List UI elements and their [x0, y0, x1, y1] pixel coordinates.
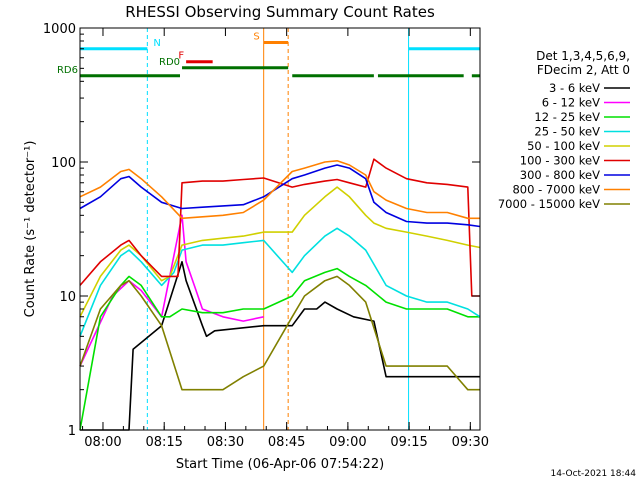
y-tick-label-2: 100 [51, 156, 76, 171]
legend-label-2: 12 - 25 keV [534, 110, 600, 124]
legend-label-7: 800 - 7000 keV [512, 183, 600, 197]
x-axis-label: Start Time (06-Apr-06 07:54:22) [176, 457, 384, 472]
y-axis-ticks: 1 10 100 1000 [43, 22, 480, 439]
x-tick-label-3: 08:45 [268, 435, 305, 450]
series-line-5 [79, 158, 480, 297]
flag-label-3: S [253, 31, 259, 42]
y-tick-label-1: 10 [59, 290, 76, 305]
legend-label-1: 6 - 12 keV [542, 96, 600, 110]
x-tick-label-5: 09:15 [390, 435, 427, 450]
legend-label-5: 100 - 300 keV [520, 154, 600, 168]
x-tick-label-0: 08:00 [84, 435, 121, 450]
y-tick-label-3: 1000 [43, 22, 76, 37]
date-stamp: 14-Oct-2021 18:44 [551, 469, 637, 479]
legend-header-1: FDecim 2, Att 0 [537, 63, 630, 77]
x-tick-label-2: 08:30 [207, 435, 244, 450]
series-line-6 [79, 164, 481, 228]
series-line-1 [79, 214, 264, 367]
legend-label-8: 7000 - 15000 keV [498, 197, 600, 211]
series-line-0 [80, 260, 480, 431]
series-line-2 [79, 267, 480, 431]
legend-label-3: 25 - 50 keV [534, 125, 600, 139]
flag-label-1: F [178, 51, 184, 62]
flag-label-0: N [153, 38, 160, 49]
plot-frame [79, 27, 481, 431]
y-axis-label: Count Rate (s⁻¹ detector⁻¹) [23, 141, 38, 318]
series-line-8 [79, 275, 480, 391]
chart-title: RHESSI Observing Summary Count Rates [125, 3, 435, 21]
legend: Det 1,3,4,5,6,9,FDecim 2, Att 0 3 - 6 keV… [498, 49, 630, 211]
series-layer [79, 158, 481, 431]
legend-header-0: Det 1,3,4,5,6,9, [536, 49, 630, 63]
x-tick-label-1: 08:15 [145, 435, 182, 450]
x-axis-ticks: 08:00 08:15 08:30 08:45 09:00 09:15 09:30 [82, 28, 489, 450]
series-line-4 [79, 186, 481, 318]
flag-label-4: RD6 [57, 65, 78, 76]
series-line-3 [79, 227, 481, 337]
legend-label-0: 3 - 6 keV [549, 81, 600, 95]
marker-layer [79, 28, 481, 430]
legend-label-4: 50 - 100 keV [527, 139, 600, 153]
flag-label-2: RD0 [159, 57, 180, 68]
series-line-7 [79, 160, 480, 220]
x-tick-label-4: 09:00 [329, 435, 366, 450]
legend-label-6: 300 - 800 keV [520, 168, 600, 182]
x-tick-label-6: 09:30 [452, 435, 489, 450]
y-tick-label-0: 1 [68, 424, 76, 439]
